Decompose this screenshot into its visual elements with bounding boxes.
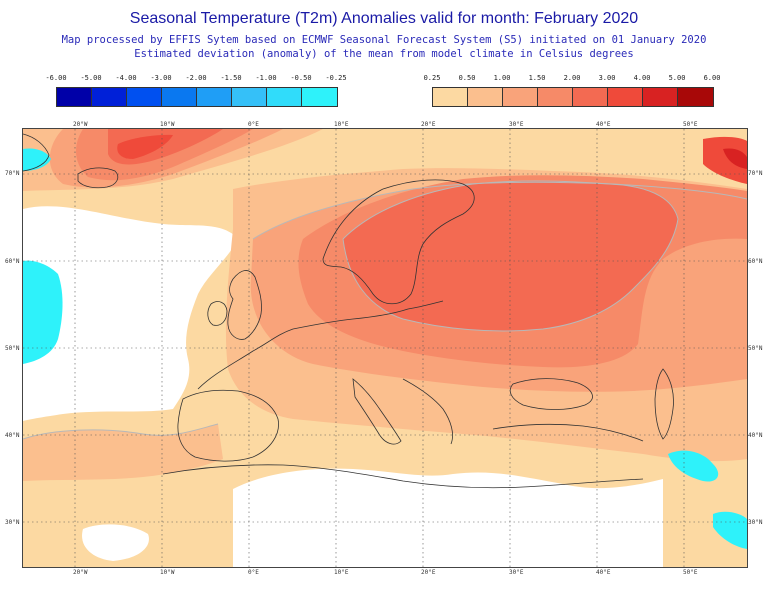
- lon-label-top: 20°W: [73, 121, 88, 128]
- legend-positive-colorbar: [432, 87, 714, 107]
- legend-negative-swatch: [232, 88, 267, 106]
- legend-negative-label: -2.00: [185, 74, 207, 82]
- lon-label-top: 10°W: [160, 121, 175, 128]
- legend-positive-labels: 0.25 0.50 1.00 1.50 2.00 3.00 4.00 5.00 …: [424, 74, 721, 86]
- coastline-north-africa: [162, 464, 644, 489]
- lon-label-top: 50°E: [683, 121, 698, 128]
- lon-label-bottom: 0°E: [248, 569, 259, 576]
- legend-positive-label: 6.00: [703, 74, 721, 82]
- legend-positive-swatch: [538, 88, 573, 106]
- neutral-zone-southwest: [82, 524, 149, 561]
- legend-negative-swatch: [197, 88, 232, 106]
- lon-label-bottom: 20°W: [73, 569, 88, 576]
- legend-positive-label: 2.00: [563, 74, 581, 82]
- legend-positive-label: 3.00: [598, 74, 616, 82]
- anomaly-zone-050: [23, 424, 223, 481]
- anomaly-map: [22, 128, 748, 568]
- lat-label-left: 30°N: [5, 519, 20, 526]
- legend-negative-swatch: [267, 88, 302, 106]
- legend-negative-label: -3.00: [150, 74, 172, 82]
- legend-negative-label: -1.50: [220, 74, 242, 82]
- legend-negative-label: -0.50: [290, 74, 312, 82]
- legend-positive-label: 5.00: [668, 74, 686, 82]
- cold-anomaly-zone-north: [23, 148, 51, 171]
- lat-label-right: 50°N: [748, 345, 763, 352]
- legend-negative-label: -6.00: [45, 74, 67, 82]
- legend-negative-swatch: [302, 88, 337, 106]
- lat-label-right: 60°N: [748, 258, 763, 265]
- legend-positive-swatch: [643, 88, 678, 106]
- cold-anomaly-zone-atlantic: [23, 260, 63, 364]
- legend-positive-swatch: [678, 88, 713, 106]
- lon-label-bottom: 30°E: [509, 569, 524, 576]
- coastline-iberia: [177, 389, 279, 462]
- legend-negative-label: -1.00: [255, 74, 277, 82]
- lon-label-top: 20°E: [421, 121, 436, 128]
- coastline-ireland: [207, 301, 228, 326]
- lat-label-right: 30°N: [748, 519, 763, 526]
- coastline-iceland: [77, 167, 119, 189]
- legend-positive-label: 0.50: [458, 74, 476, 82]
- legend-negative-swatch: [92, 88, 127, 106]
- coastline-caspian-sea: [654, 368, 674, 440]
- cold-anomaly-zone-middle-east: [668, 450, 719, 482]
- legend-negative-swatch: [162, 88, 197, 106]
- legend-positive-label: 1.00: [493, 74, 511, 82]
- map-subtitle-source: Map processed by EFFIS Sytem based on EC…: [61, 34, 707, 46]
- lat-label-left: 70°N: [5, 170, 20, 177]
- lon-label-top: 10°E: [334, 121, 349, 128]
- lat-label-left: 50°N: [5, 345, 20, 352]
- legend-negative: -6.00 -5.00 -4.00 -3.00 -2.00 -1.50 -1.0…: [45, 74, 347, 107]
- coastline-scandinavia: [322, 179, 475, 305]
- coastline-british-isles: [227, 270, 262, 340]
- anomaly-zone-300: [703, 136, 747, 184]
- legend-negative-colorbar: [56, 87, 338, 107]
- legend-positive-label: 1.50: [528, 74, 546, 82]
- legend-positive-label: 0.25: [423, 74, 441, 82]
- anomaly-contour-line: [342, 180, 679, 332]
- coastline-italy: [352, 378, 402, 445]
- anomaly-zone-400: [723, 148, 747, 169]
- legend-negative-swatch: [57, 88, 92, 106]
- lon-label-bottom: 50°E: [683, 569, 698, 576]
- coastline-continental-europe: [197, 300, 444, 390]
- lon-label-top: 0°E: [248, 121, 259, 128]
- legend-positive-swatch: [433, 88, 468, 106]
- legend-positive-swatch: [503, 88, 538, 106]
- legend-negative-label: -4.00: [115, 74, 137, 82]
- legend-positive-swatch: [468, 88, 503, 106]
- legend-positive-label: 4.00: [633, 74, 651, 82]
- anomaly-zone-200: [343, 181, 678, 331]
- cold-anomaly-zone-gulf: [713, 511, 747, 549]
- coastline-balkans: [402, 378, 453, 445]
- coastline-greenland: [23, 133, 50, 172]
- anomaly-contour-line: [23, 423, 219, 440]
- lon-label-top: 30°E: [509, 121, 524, 128]
- legend-negative-label: -0.25: [325, 74, 347, 82]
- map-title: Seasonal Temperature (T2m) Anomalies val…: [129, 10, 639, 27]
- legend-positive: 0.25 0.50 1.00 1.50 2.00 3.00 4.00 5.00 …: [424, 74, 721, 107]
- legend-positive-swatch: [573, 88, 608, 106]
- anomaly-map-canvas: [23, 129, 747, 567]
- lat-label-left: 40°N: [5, 432, 20, 439]
- lon-label-bottom: 20°E: [421, 569, 436, 576]
- lat-label-right: 70°N: [748, 170, 763, 177]
- lat-label-left: 60°N: [5, 258, 20, 265]
- lon-label-bottom: 40°E: [596, 569, 611, 576]
- lat-label-right: 40°N: [748, 432, 763, 439]
- legend-positive-swatch: [608, 88, 643, 106]
- coastline-black-sea: [509, 378, 593, 410]
- lon-label-bottom: 10°W: [160, 569, 175, 576]
- map-subtitle-description: Estimated deviation (anomaly) of the mea…: [134, 48, 634, 60]
- legend-negative-swatch: [127, 88, 162, 106]
- legend-negative-labels: -6.00 -5.00 -4.00 -3.00 -2.00 -1.50 -1.0…: [45, 74, 346, 86]
- legend-negative-label: -5.00: [80, 74, 102, 82]
- neutral-zone-atlantic: [23, 206, 238, 421]
- lon-label-top: 40°E: [596, 121, 611, 128]
- lon-label-bottom: 10°E: [334, 569, 349, 576]
- neutral-zone-north-africa: [233, 468, 663, 567]
- anomaly-zone-300: [117, 134, 173, 159]
- map-graticule: [23, 129, 747, 567]
